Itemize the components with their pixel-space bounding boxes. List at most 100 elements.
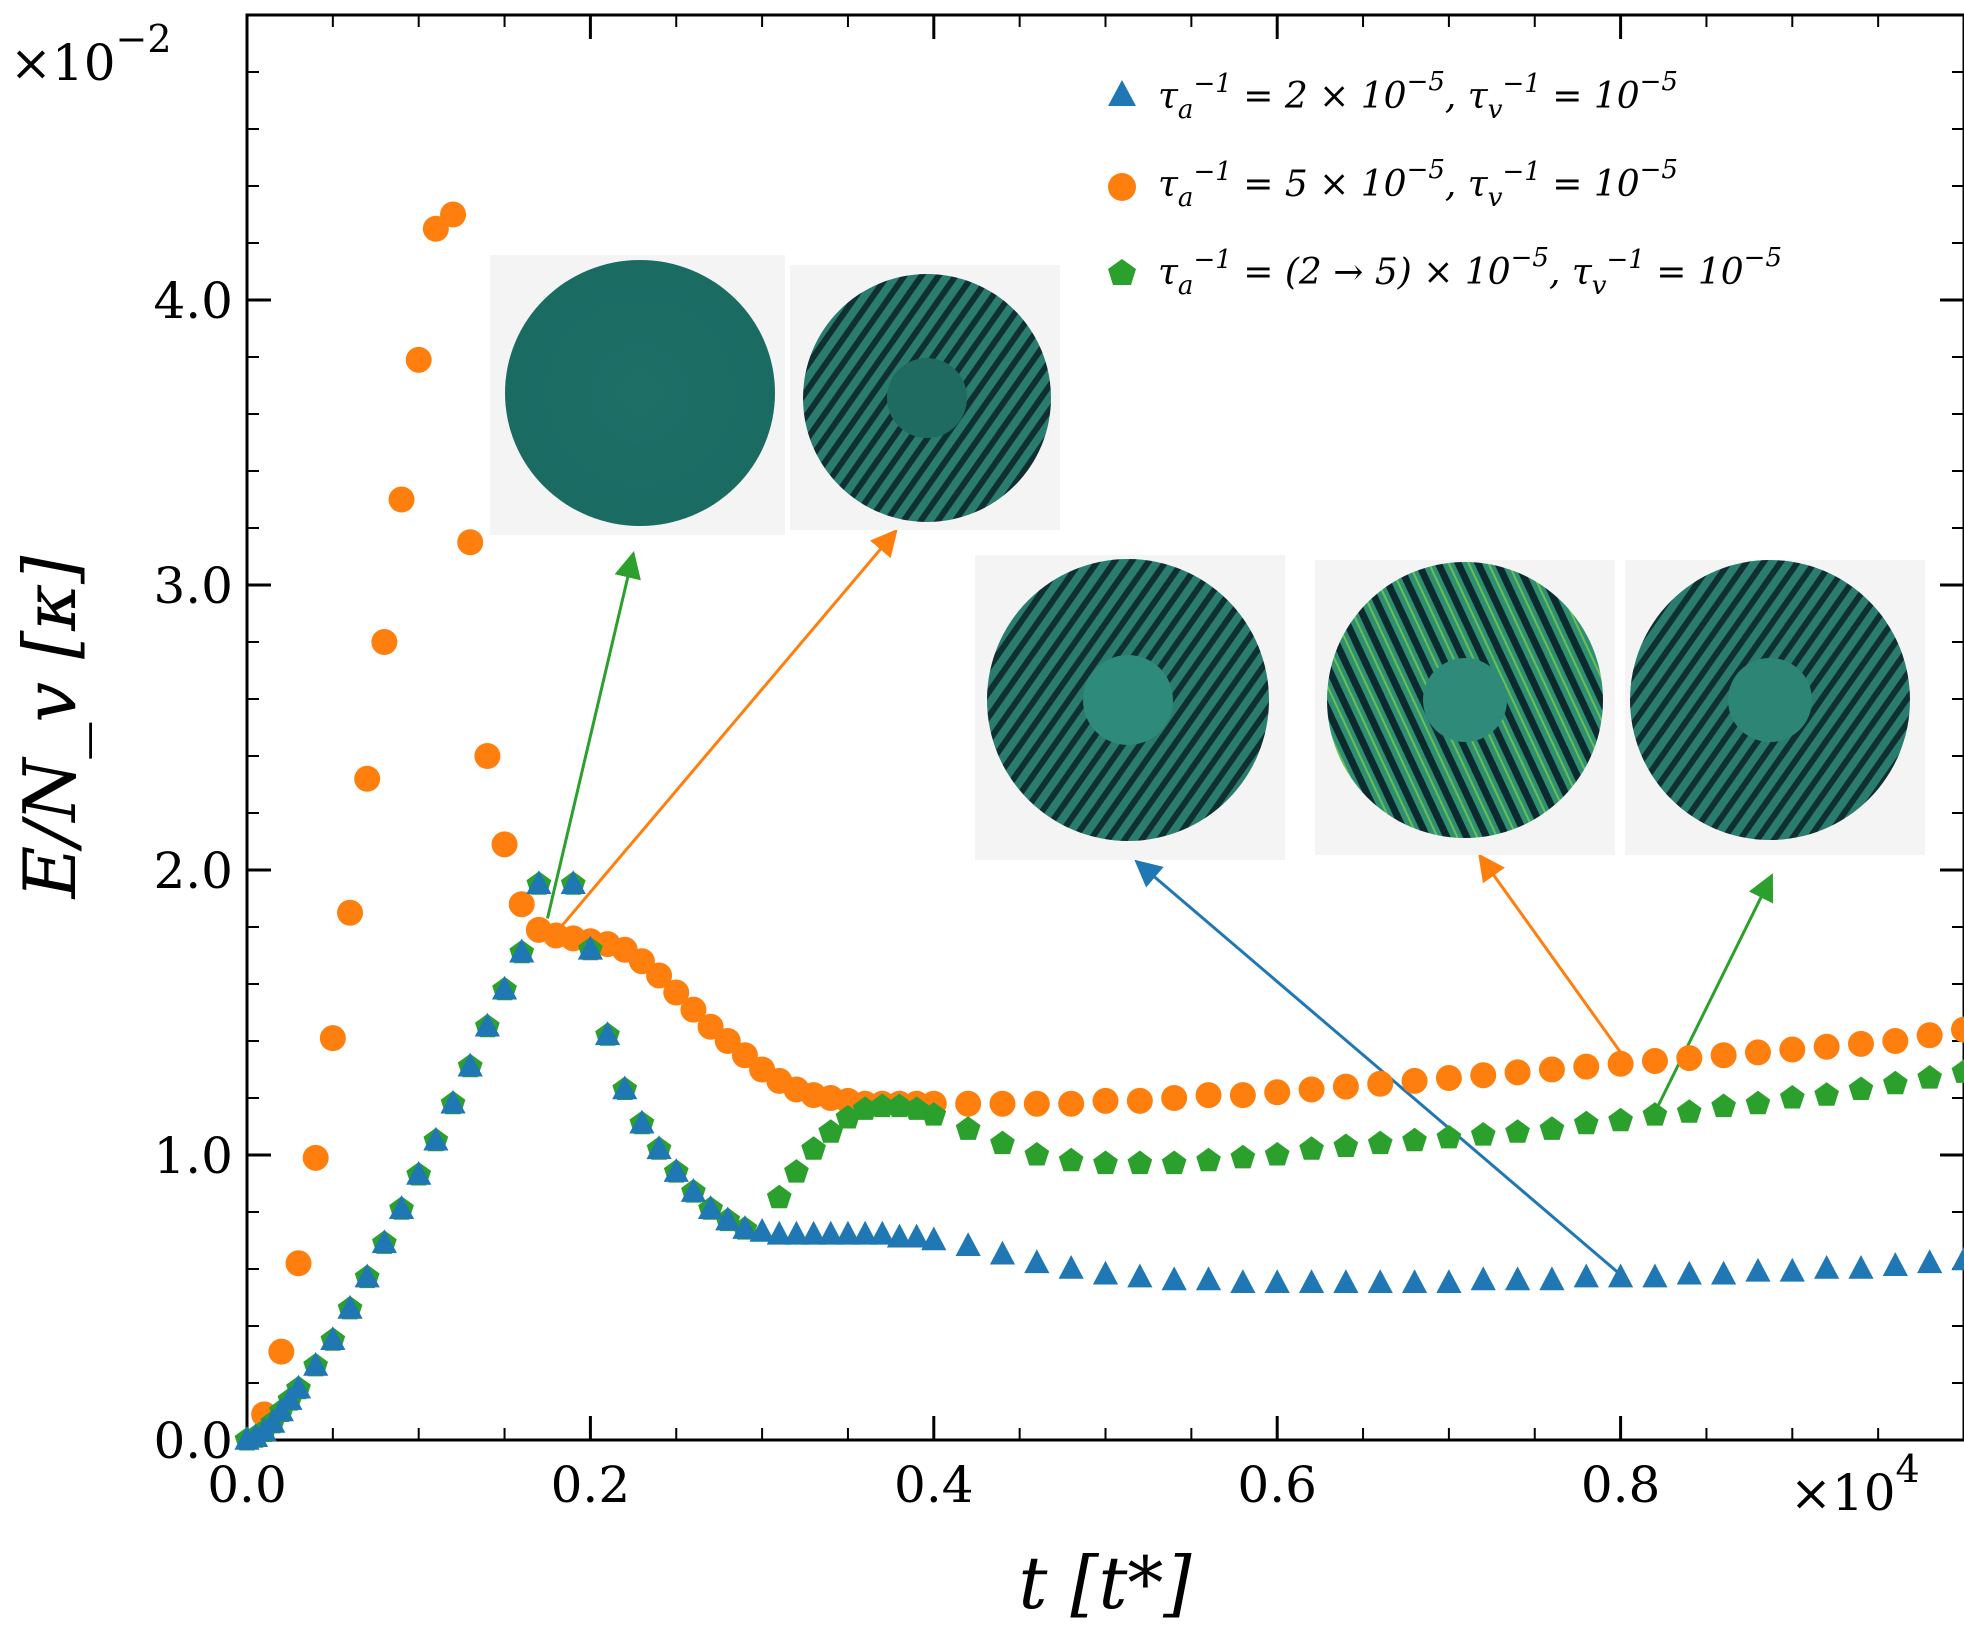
data-point-pentagon (1951, 1059, 1964, 1083)
data-point-triangle (440, 1089, 466, 1114)
data-point-pentagon (1814, 1082, 1839, 1106)
data-point-triangle (989, 1240, 1016, 1265)
data-point-triangle (629, 1109, 655, 1134)
arrow-green-late (1653, 873, 1774, 1113)
data-point-pentagon (1196, 1147, 1221, 1172)
data-point-triangle (1711, 1260, 1737, 1285)
data-point-circle (989, 1090, 1016, 1117)
data-point-pentagon (784, 1159, 809, 1183)
data-point-pentagon (1779, 1085, 1805, 1109)
x-tick-label: 0.0 (207, 1456, 287, 1514)
data-point-triangle (835, 1220, 861, 1245)
data-point-triangle (921, 1226, 947, 1251)
data-point-pentagon (835, 1105, 861, 1129)
data-point-pentagon (1024, 1142, 1050, 1166)
data-point-pentagon (1058, 1147, 1084, 1172)
data-point-circle (1195, 1082, 1222, 1109)
y-tick-label: 4.0 (153, 272, 233, 330)
data-point-circle (285, 1250, 312, 1277)
data-point-circle (1367, 1070, 1394, 1097)
data-point-pentagon (1917, 1065, 1942, 1089)
data-point-pentagon (1299, 1136, 1324, 1160)
data-point-circle (1058, 1090, 1085, 1117)
data-point-circle (1023, 1090, 1050, 1117)
data-point-pentagon (766, 1184, 792, 1209)
data-point-pentagon (1608, 1107, 1633, 1132)
data-point-pentagon (1642, 1102, 1668, 1126)
data-point-pentagon (1848, 1076, 1874, 1100)
data-point-circle (1882, 1028, 1909, 1054)
data-point-triangle (1745, 1257, 1771, 1282)
data-point-pentagon (1230, 1144, 1256, 1169)
data-point-pentagon (990, 1130, 1015, 1155)
data-point-triangle (285, 1374, 312, 1399)
data-point-triangle (1779, 1257, 1805, 1282)
data-point-triangle (1642, 1263, 1668, 1288)
legend-marker-pentagon (1108, 259, 1136, 285)
data-point-circle (1538, 1056, 1565, 1083)
x-axis-label: t [t*] (1019, 1541, 1193, 1625)
data-point-pentagon (955, 1116, 981, 1140)
data-point-circle (1641, 1047, 1668, 1074)
data-point-circle (371, 629, 398, 655)
data-point-pentagon (1367, 1130, 1393, 1155)
legend-entry-orange: τa−1 = 5 × 10−5, τv−1 = 10−5 (1108, 155, 1678, 213)
data-point-triangle (749, 1217, 775, 1242)
data-point-triangle (1195, 1266, 1222, 1291)
x-tick-label: 0.8 (1581, 1456, 1661, 1514)
data-point-triangle (663, 1158, 689, 1182)
data-point-circle (337, 899, 364, 926)
data-point-circle (319, 1025, 346, 1052)
data-point-triangle (474, 1012, 500, 1037)
data-point-pentagon (1333, 1133, 1359, 1157)
data-point-circle (1847, 1030, 1874, 1057)
data-point-circle (1676, 1045, 1703, 1072)
legend-label-orange: τa−1 = 5 × 10−5, τv−1 = 10−5 (1158, 155, 1678, 213)
data-point-pentagon (1883, 1070, 1908, 1095)
inset-wrinkled-disk-orange (1315, 560, 1615, 855)
series-triangle (234, 870, 1964, 1450)
data-point-triangle (1504, 1266, 1531, 1291)
data-point-triangle (646, 1135, 672, 1160)
data-point-triangle (904, 1223, 930, 1248)
data-point-triangle (406, 1160, 432, 1185)
data-point-pentagon (1711, 1093, 1736, 1118)
data-point-triangle (1230, 1269, 1256, 1294)
series-pentagon (234, 871, 1964, 1451)
data-point-circle (1470, 1062, 1497, 1089)
y-tick-label: 0.0 (153, 1412, 233, 1470)
data-point-pentagon (921, 1102, 947, 1126)
inset-wrinkled-disk-blue (975, 555, 1285, 860)
data-point-triangle (1436, 1269, 1462, 1294)
data-point-triangle (1814, 1255, 1840, 1279)
data-point-circle (474, 743, 501, 769)
data-point-triangle (1401, 1269, 1428, 1294)
data-point-triangle (612, 1075, 638, 1100)
series-circle (251, 201, 1964, 1428)
data-point-pentagon (1505, 1119, 1530, 1143)
data-point-triangle (491, 975, 518, 1000)
data-point-circle (1573, 1053, 1600, 1080)
data-point-circle (697, 1013, 724, 1040)
data-point-circle (1607, 1050, 1634, 1077)
data-point-triangle (371, 1229, 397, 1254)
data-point-pentagon (1402, 1127, 1427, 1152)
data-point-triangle (766, 1220, 792, 1245)
y-tick-label: 3.0 (153, 557, 233, 615)
data-point-triangle (801, 1220, 827, 1245)
arrow-wrinkle-onset (554, 528, 898, 934)
data-point-circle (440, 201, 467, 228)
data-point-pentagon (1470, 1122, 1496, 1146)
legend-marker-circle (1108, 173, 1136, 201)
data-point-circle (1779, 1036, 1806, 1063)
data-point-triangle (1367, 1269, 1393, 1294)
data-point-circle (354, 765, 381, 792)
data-point-triangle (680, 1178, 707, 1202)
legend-marker-triangle (1108, 80, 1136, 106)
data-point-triangle (457, 1052, 483, 1077)
data-point-circle (1435, 1065, 1462, 1092)
data-point-pentagon (1436, 1124, 1462, 1149)
legend-entry-blue: τa−1 = 2 × 10−5, τv−1 = 10−5 (1108, 67, 1678, 125)
data-point-triangle (886, 1223, 913, 1248)
annotation-arrows (546, 528, 1774, 1276)
